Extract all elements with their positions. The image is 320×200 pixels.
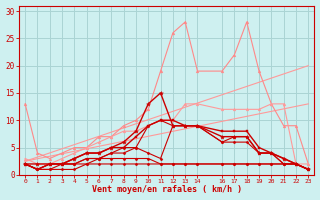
X-axis label: Vent moyen/en rafales ( km/h ): Vent moyen/en rafales ( km/h ) [92, 185, 242, 194]
